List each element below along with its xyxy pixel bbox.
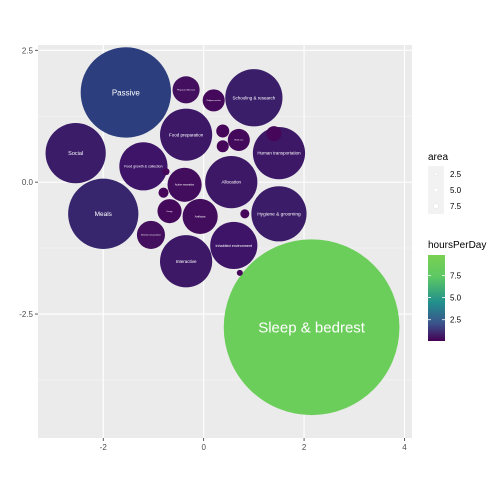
bubble-label: Religious practice [207, 99, 221, 102]
bubble: Interactive [159, 235, 213, 288]
bubble-label: Physical child care [177, 89, 196, 92]
bubble-circle [240, 209, 250, 219]
legend-area-title: area [428, 152, 448, 163]
size-legend-circle [433, 187, 439, 193]
legend-hours-per-day-title: hoursPerDay [428, 240, 486, 251]
size-legend-label: 7.5 [450, 202, 462, 211]
bubble: Food preparation [159, 108, 213, 161]
bubble: Active recreation [167, 167, 202, 202]
bubble-circle [227, 128, 250, 151]
bubble-label: Sleep & bedrest [258, 319, 366, 336]
x-tick-label: 0 [201, 443, 206, 452]
legend-hours-per-day: hoursPerDay 7.5 5.0 2.5 [428, 240, 486, 341]
bubble [162, 168, 170, 176]
bubble [216, 124, 230, 138]
bubble-label: Allocation [222, 180, 242, 185]
bubble-circle [251, 186, 307, 242]
bubble [240, 209, 250, 219]
y-tick-label: -2.5 [19, 310, 33, 319]
bubble-circle [202, 89, 225, 112]
x-tick-label: 2 [302, 443, 307, 452]
bubble [236, 269, 243, 276]
bubble-label: Inhabited environment [216, 244, 253, 248]
bubble-label: Health care [234, 139, 243, 142]
bubble [266, 126, 282, 142]
bubble: Meals [68, 178, 139, 249]
bubble-label: Food growth & collection [124, 165, 162, 169]
bubble: Inhabited environment [210, 221, 258, 270]
bubble-circle [172, 76, 200, 104]
bubble-circle [216, 124, 230, 138]
bubbles: Sleep & bedrest Passive Meals Social Schooli… [45, 47, 400, 416]
size-legend-label: 2.5 [450, 170, 462, 179]
bubble: Hygiene & grooming [251, 186, 307, 242]
bubble-circle [252, 127, 306, 180]
size-legend-entry: 2.5 [428, 166, 462, 182]
x-tick-label: 4 [402, 443, 407, 452]
bubble-label: Food preparation [169, 132, 204, 137]
bubble: Religious practice [202, 89, 225, 112]
bubble-circle [236, 269, 243, 276]
bubble-label: Hygiene & grooming [257, 211, 301, 217]
bubble: Food growth & collection [119, 142, 168, 191]
bubble-circle [159, 108, 213, 161]
y-tick-label: 2.5 [22, 46, 34, 55]
bubble [216, 140, 229, 153]
legend-area: area 2.5 5.0 7.5 [428, 152, 462, 214]
bubble-circle [223, 239, 400, 416]
size-legend-circle [433, 203, 439, 209]
bubble-circle [157, 199, 182, 224]
x-tick-label: -2 [100, 443, 108, 452]
bubble-label: Active recreation [175, 183, 195, 187]
bubble-circle [182, 198, 218, 235]
bubble-circle [45, 123, 106, 184]
bubble-circle [119, 142, 168, 191]
bubble-circle [158, 187, 169, 198]
bubble-label: Schooling & research [232, 95, 275, 100]
bubble: Physical child care [172, 76, 200, 104]
bubble: Material transportation [136, 220, 166, 249]
color-bar [428, 255, 445, 341]
bubble-label: Material transportation [141, 234, 161, 237]
bubble-label: Human transportation [257, 151, 301, 156]
bubble-circle [68, 178, 139, 249]
bubble: Sleep & bedrest [223, 239, 400, 416]
size-legend-circle [434, 172, 438, 176]
bubble-circle [167, 167, 202, 202]
color-legend-label: 5.0 [450, 294, 462, 303]
bubble-circle [266, 126, 282, 142]
bubble: Human transportation [252, 127, 306, 180]
y-tick-label: 0.0 [22, 178, 34, 187]
bubble [158, 187, 169, 198]
bubble-label: Energy [167, 211, 173, 213]
bubble-label: Social [68, 151, 83, 157]
bubble-label: Meals [95, 211, 113, 218]
bubble-circle [205, 156, 258, 209]
bubble: Artifacts [182, 198, 218, 235]
bubble: Schooling & research [225, 69, 283, 127]
bubble-circle [136, 220, 166, 249]
bubble-circle [225, 69, 283, 127]
size-legend-entry: 5.0 [428, 182, 462, 198]
bubble: Social [45, 123, 106, 184]
bubble-circle [80, 47, 172, 138]
bubble-label: Artifacts [195, 214, 206, 218]
color-legend-label: 2.5 [450, 316, 462, 325]
bubble-circle [159, 235, 213, 288]
size-legend-label: 5.0 [450, 186, 462, 195]
bubble: Allocation [205, 156, 258, 209]
bubble: Passive [80, 47, 172, 138]
bubble-circle [210, 221, 258, 270]
axes: -2 0 2 4 2.5 0.0 -2.5 [19, 46, 407, 452]
bubble-circle [162, 168, 170, 176]
bubble-label: Passive [112, 88, 141, 97]
color-legend-label: 7.5 [450, 271, 462, 280]
size-legend-entry: 7.5 [428, 198, 462, 214]
bubble: Health care [227, 128, 250, 151]
bubble: Energy [157, 199, 182, 224]
bubble-label: Interactive [176, 259, 197, 264]
bubble-circle [216, 140, 229, 153]
